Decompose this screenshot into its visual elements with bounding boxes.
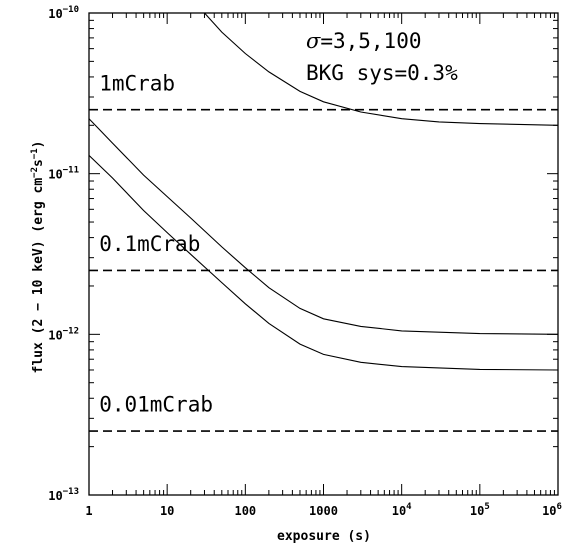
- x-tick-label: 100: [234, 504, 256, 518]
- y-tick-label: 10−10: [48, 5, 79, 21]
- y-tick-label: 10−11: [48, 166, 79, 182]
- sensitivity-curve-1: [204, 13, 558, 126]
- x-tick-label-base: 100: [234, 504, 256, 518]
- sensitivity-curve-3: [89, 155, 558, 371]
- y-tick-label-base: 10: [48, 489, 62, 503]
- y-tick-label-exponent: −11: [63, 166, 79, 176]
- x-tick-label-base: 10: [542, 504, 556, 518]
- y-axis-label: flux (2 − 10 keV) (erg cm−2s−1): [30, 140, 46, 373]
- x-tick-label: 1000: [309, 504, 338, 518]
- y-tick-label-exponent: −10: [63, 5, 79, 15]
- x-tick-label-base: 1000: [309, 504, 338, 518]
- legend-bkg: BKG sys=0.3%: [306, 61, 458, 85]
- y-axis-label-exp1: −2: [30, 167, 40, 178]
- x-tick-label-base: 10: [392, 504, 406, 518]
- x-tick-label-exponent: 4: [406, 502, 412, 512]
- x-tick-label: 105: [470, 502, 490, 518]
- x-tick-label-base: 10: [470, 504, 484, 518]
- y-axis-label-exp2: −1: [30, 148, 40, 159]
- legend-sigma-values: =3,5,100: [320, 29, 421, 53]
- annotation-2: 0.1mCrab: [99, 232, 200, 256]
- x-tick-label-base: 1: [85, 504, 92, 518]
- x-tick-label-exponent: 5: [484, 502, 489, 512]
- y-tick-label-base: 10: [48, 168, 62, 182]
- y-tick-label: 10−13: [48, 487, 79, 503]
- x-tick-label: 106: [542, 502, 562, 518]
- x-tick-label-exponent: 6: [557, 502, 562, 512]
- legend-sigma: σ=3,5,100: [306, 29, 422, 53]
- x-tick-label: 10: [160, 504, 174, 518]
- y-tick-label-exponent: −12: [63, 326, 79, 336]
- y-tick-label-base: 10: [48, 328, 62, 342]
- tick-marks: [88, 12, 559, 496]
- y-tick-label: 10−12: [48, 326, 79, 342]
- x-tick-label: 1: [85, 504, 92, 518]
- legend-box: σ=3,5,100 BKG sys=0.3%: [306, 29, 458, 85]
- x-axis-label: exposure (s): [277, 529, 371, 544]
- sensitivity-curve-2: [89, 118, 558, 335]
- legend-sigma-symbol: σ: [306, 29, 321, 53]
- y-axis-label-prefix: flux (2 − 10 keV) (erg cm: [31, 178, 46, 374]
- annotation-1: 1mCrab: [99, 71, 175, 95]
- annotation-3: 0.01mCrab: [99, 393, 213, 417]
- y-axis-label-suffix: ): [31, 140, 46, 148]
- plot-area: [89, 13, 558, 432]
- x-tick-label-base: 10: [160, 504, 174, 518]
- x-tick-label: 104: [392, 502, 412, 518]
- y-tick-label-exponent: −13: [63, 487, 79, 497]
- y-tick-label-base: 10: [48, 7, 62, 21]
- y-axis-label-mid: s: [31, 159, 46, 167]
- chart-marks: 1mCrab 0.1mCrab 0.01mCrab: [89, 13, 558, 432]
